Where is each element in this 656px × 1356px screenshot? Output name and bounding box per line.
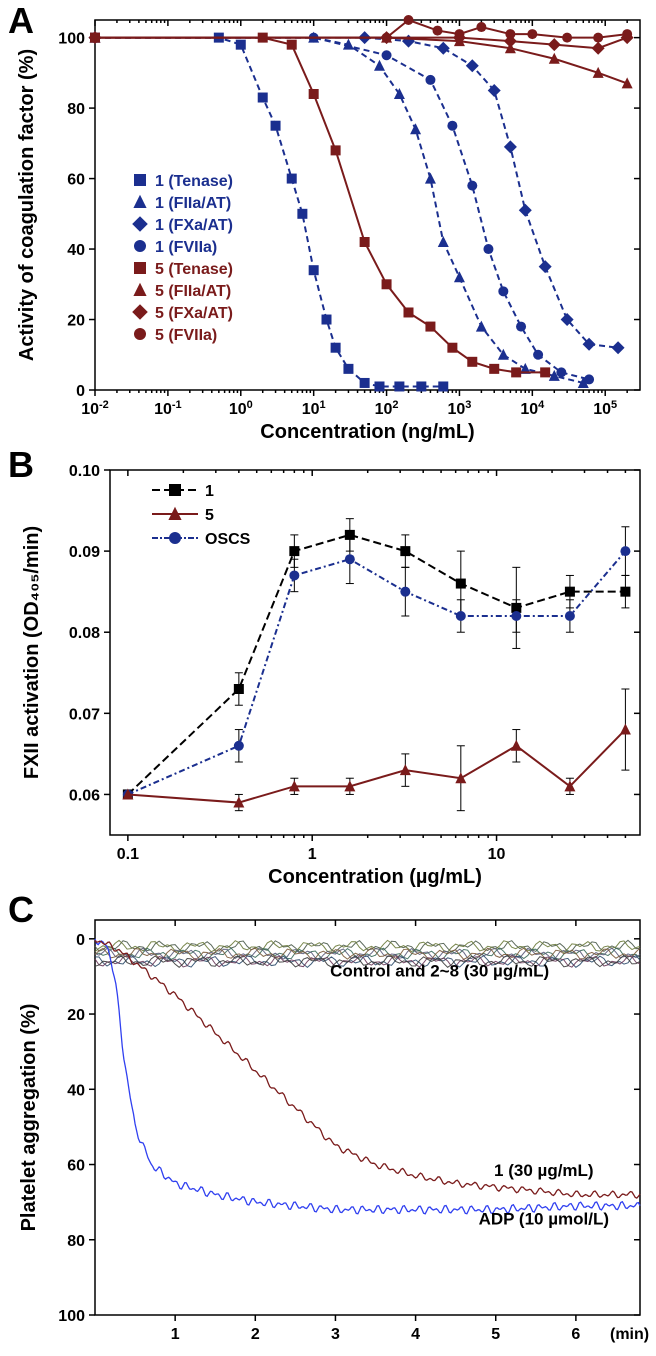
svg-text:20: 20: [67, 1007, 85, 1024]
svg-text:5 (FIIa/AT): 5 (FIIa/AT): [155, 283, 231, 300]
svg-text:0.07: 0.07: [69, 706, 100, 723]
panel-a: A 10-2 10-1 100 101 102 103 104 105 0 20 40 60 80 100…: [0, 0, 656, 450]
svg-text:60: 60: [67, 1158, 85, 1175]
svg-text:Concentration (µg/mL): Concentration (µg/mL): [268, 866, 482, 888]
svg-text:1 (FVIIa): 1 (FVIIa): [155, 239, 217, 256]
svg-text:Control and 2~8 (30 µg/mL): Control and 2~8 (30 µg/mL): [330, 961, 549, 980]
svg-text:0.08: 0.08: [69, 625, 100, 642]
svg-text:105: 105: [593, 399, 617, 418]
figure: A 10-210-1100101102103104105020406080100…: [0, 0, 656, 1356]
svg-text:1 (FXa/AT): 1 (FXa/AT): [155, 217, 233, 234]
panel-b-label: B: [8, 444, 34, 486]
svg-text:2: 2: [251, 1326, 260, 1343]
svg-text:(min): (min): [610, 1326, 649, 1343]
svg-text:5 (FXa/AT): 5 (FXa/AT): [155, 305, 233, 322]
svg-text:20: 20: [67, 313, 85, 330]
svg-text:10: 10: [488, 846, 506, 863]
svg-text:6: 6: [571, 1326, 580, 1343]
panel-a-label: A: [8, 0, 34, 42]
svg-text:Activity of coagulation factor: Activity of coagulation factor (%): [16, 49, 38, 361]
svg-text:104: 104: [520, 399, 545, 418]
svg-text:0.1: 0.1: [117, 846, 139, 863]
svg-text:5: 5: [491, 1326, 500, 1343]
svg-text:10-1: 10-1: [154, 399, 182, 418]
svg-text:80: 80: [67, 101, 85, 118]
svg-text:40: 40: [67, 242, 85, 259]
svg-text:5 (Tenase): 5 (Tenase): [155, 261, 233, 278]
panel-a-chart: 10-2 10-1 100 101 102 103 104 105 0 20 40 60 80 100 Co…: [0, 0, 656, 450]
svg-text:103: 103: [447, 399, 471, 418]
svg-text:0: 0: [76, 932, 85, 949]
svg-text:Concentration (ng/mL): Concentration (ng/mL): [260, 421, 474, 443]
svg-text:1 (FIIa/AT): 1 (FIIa/AT): [155, 195, 231, 212]
panel-b: B 0.11100.060.070.080.090.10Concentratio…: [0, 450, 656, 895]
svg-text:1 (Tenase): 1 (Tenase): [155, 173, 233, 190]
panel-c: C 123456020406080100(min)Platelet aggreg…: [0, 895, 656, 1356]
svg-text:1: 1: [308, 846, 317, 863]
panel-c-label: C: [8, 889, 34, 931]
svg-text:5 (FVIIa): 5 (FVIIa): [155, 327, 217, 344]
svg-text:100: 100: [229, 399, 253, 418]
svg-text:102: 102: [375, 399, 399, 418]
svg-text:Platelet aggregation (%): Platelet aggregation (%): [18, 1004, 40, 1232]
svg-text:0.06: 0.06: [69, 787, 100, 804]
svg-text:5: 5: [205, 507, 214, 524]
svg-text:100: 100: [58, 31, 85, 48]
svg-text:80: 80: [67, 1233, 85, 1250]
svg-text:1 (30 µg/mL): 1 (30 µg/mL): [494, 1161, 594, 1180]
panel-b-chart: 0.1 1 10 0.06 0.07 0.08 0.09 0.10 Concentration …: [0, 450, 656, 895]
svg-text:0.10: 0.10: [69, 463, 100, 480]
svg-text:3: 3: [331, 1326, 340, 1343]
svg-text:4: 4: [411, 1326, 420, 1343]
svg-text:ADP (10 µmol/L): ADP (10 µmol/L): [479, 1210, 609, 1229]
svg-text:60: 60: [67, 172, 85, 189]
svg-text:10-2: 10-2: [81, 399, 109, 418]
svg-text:0.09: 0.09: [69, 544, 100, 561]
svg-text:1: 1: [171, 1326, 180, 1343]
svg-text:1: 1: [205, 483, 214, 500]
panel-c-chart: 123456020406080100(min)Platelet aggregat…: [0, 895, 656, 1356]
svg-text:0: 0: [76, 383, 85, 400]
svg-text:FXII activation (OD₄₀₅/min): FXII activation (OD₄₀₅/min): [21, 526, 43, 779]
svg-text:40: 40: [67, 1082, 85, 1099]
svg-text:100: 100: [58, 1308, 85, 1325]
svg-text:101: 101: [302, 399, 326, 418]
svg-text:OSCS: OSCS: [205, 531, 251, 548]
